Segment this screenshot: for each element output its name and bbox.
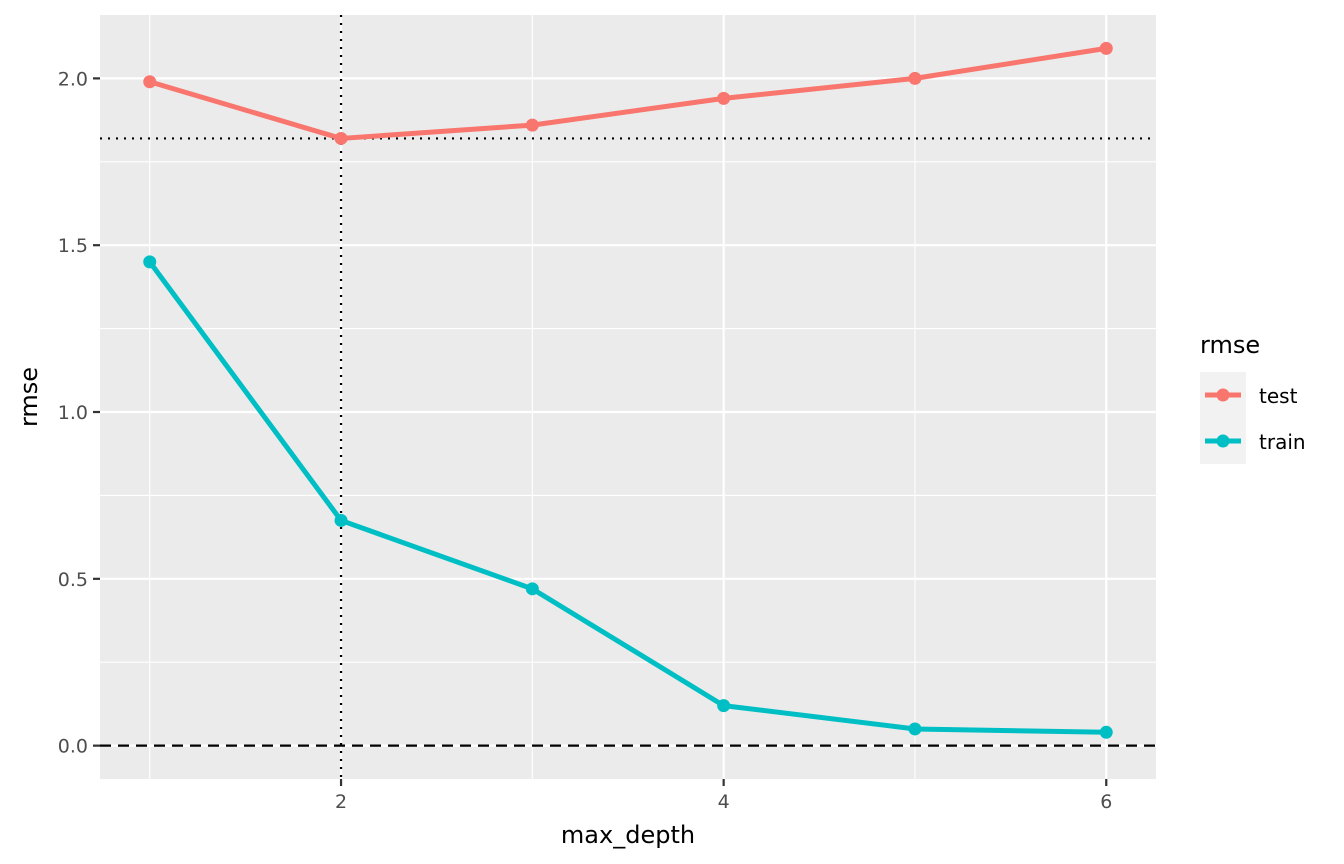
- y-axis-title: rmse: [15, 367, 43, 427]
- data-point-test: [143, 75, 157, 89]
- data-point-train: [525, 582, 539, 596]
- y-tick-label: 1.0: [58, 402, 88, 424]
- x-axis: 2 4 6: [335, 779, 1112, 813]
- legend-label-test: test: [1259, 384, 1298, 408]
- data-point-train: [143, 255, 157, 269]
- data-point-test: [908, 71, 922, 85]
- legend-key-point-train: [1216, 434, 1230, 448]
- panel-background: [100, 15, 1156, 779]
- y-tick-label: 0.5: [58, 569, 88, 591]
- y-tick-label: 2.0: [58, 68, 88, 90]
- series-line-train: [147, 260, 1107, 735]
- x-tick-label: 6: [1100, 791, 1112, 813]
- x-axis-title: max_depth: [561, 821, 695, 849]
- legend: rmse test train: [1200, 331, 1306, 464]
- data-point-train: [717, 699, 731, 713]
- legend-title: rmse: [1200, 331, 1260, 359]
- data-point-train: [908, 722, 922, 736]
- reference-lines: [100, 15, 1156, 779]
- legend-label-train: train: [1259, 430, 1306, 454]
- data-point-test: [525, 118, 539, 132]
- data-point-train: [334, 513, 348, 527]
- data-point-test: [1099, 41, 1113, 55]
- legend-key-background: [1200, 372, 1246, 464]
- series-layer: [143, 41, 1113, 739]
- legend-key-point-test: [1216, 388, 1230, 402]
- legend-items: test train: [1205, 384, 1306, 454]
- y-tick-label: 0.0: [58, 736, 88, 758]
- x-tick-label: 2: [335, 791, 347, 813]
- y-axis: 0.0 0.5 1.0 1.5 2.0: [58, 68, 100, 758]
- data-point-test: [334, 131, 348, 145]
- grid-major: [100, 15, 1156, 779]
- grid-minor: [100, 15, 1156, 779]
- series-line-test: [149, 45, 1107, 141]
- data-point-test: [717, 91, 731, 105]
- data-point-train: [1099, 725, 1113, 739]
- y-tick-label: 1.5: [58, 235, 88, 257]
- x-tick-label: 4: [718, 791, 730, 813]
